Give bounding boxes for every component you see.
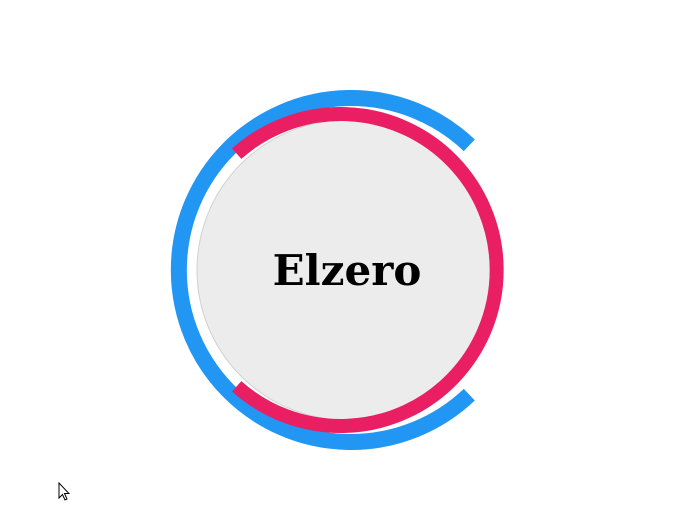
outer-blue-arc [170,90,475,450]
logo-text: Elzero [272,245,422,295]
mouse-pointer-icon [58,482,70,501]
inner-pink-arc [232,107,504,433]
